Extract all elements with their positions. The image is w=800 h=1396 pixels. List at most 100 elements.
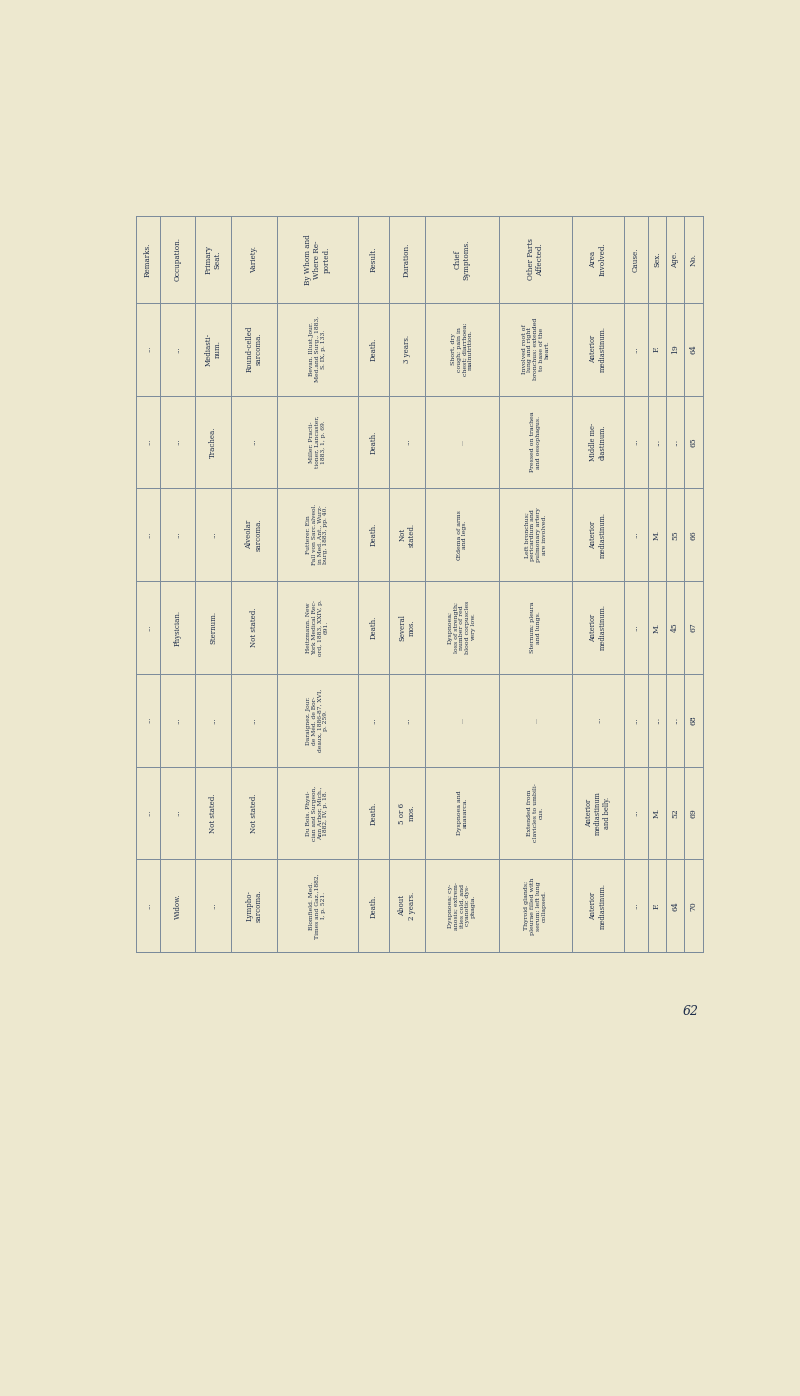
Text: ...: ... [632,346,640,353]
Text: F.: F. [653,346,661,352]
Text: ...: ... [250,718,258,723]
Text: Left bronchus;
pericardium and
pulmonary artery
are involved.: Left bronchus; pericardium and pulmonary… [525,507,547,563]
Text: Several
mos.: Several mos. [398,614,416,641]
Text: Anterior
mediastinum.: Anterior mediastinum. [590,327,606,373]
Text: Middle me-
diastinum.: Middle me- diastinum. [590,423,606,461]
Text: Futterer. Ein
Fall von Sarc.alveol.
in Med. Ant., Wurz-
burg, 1883, pp. 40.: Futterer. Ein Fall von Sarc.alveol. in M… [306,504,329,565]
Text: Result.: Result. [370,247,378,272]
Text: Death.: Death. [370,524,378,546]
Text: About
2 years.: About 2 years. [398,892,416,920]
Text: ...: ... [144,903,152,909]
Text: Daraignez. Jour.
de Méd. de Bor-
deaux, 1886-87, XVI,
p. 259.: Daraignez. Jour. de Méd. de Bor- deaux, … [306,688,329,752]
Text: ...: ... [209,532,217,537]
Text: ...: ... [632,810,640,817]
Text: Not stated.: Not stated. [250,793,258,833]
Text: 5 or 6
mos.: 5 or 6 mos. [398,803,416,824]
Text: Anterior
mediastinum.: Anterior mediastinum. [590,604,606,651]
Text: Variety.: Variety. [250,246,258,272]
Text: M.: M. [653,529,661,540]
Text: ...: ... [144,718,152,723]
Text: ...: ... [174,346,182,353]
Text: ...: ... [144,438,152,445]
Text: Not
stated.: Not stated. [398,522,416,547]
Text: Chief
Symptoms.: Chief Symptoms. [454,239,470,279]
Text: ...: ... [459,718,465,723]
Text: Anterior
mediastinum.: Anterior mediastinum. [590,882,606,928]
Text: 69: 69 [690,808,698,818]
Text: 70: 70 [690,900,698,910]
Text: ...: ... [209,718,217,723]
Text: Miller. Practi-
tioner, Lancaster,
1883, 1, p. 69.: Miller. Practi- tioner, Lancaster, 1883,… [309,416,326,468]
Text: ...: ... [403,718,411,723]
Text: ...: ... [144,810,152,817]
Text: ...: ... [370,718,378,723]
Text: ...: ... [632,718,640,723]
Text: M.: M. [653,808,661,818]
Text: Dyspnoea;
loss of strength;
number of red
blood corpuscles
very low.: Dyspnoea; loss of strength; number of re… [448,600,476,655]
Text: Sternum.: Sternum. [209,611,217,644]
Text: Sternum; pleura
and lungs.: Sternum; pleura and lungs. [530,602,541,653]
Text: F.: F. [653,903,661,909]
Text: ...: ... [209,902,217,909]
Text: Occupation.: Occupation. [174,237,182,282]
Text: 3 years.: 3 years. [403,335,411,363]
Text: Cause.: Cause. [632,247,640,272]
Text: Blomfield. Med.
Times and Gaz.,1882,
I, p. 521.: Blomfield. Med. Times and Gaz.,1882, I, … [309,872,326,938]
Text: Alveolar
sarcoma.: Alveolar sarcoma. [245,518,262,551]
Text: ...: ... [653,716,661,725]
Text: M.: M. [653,623,661,632]
Text: ...: ... [174,438,182,445]
Text: Short, dry
cough; pain in
chest; diarrhoea;
malnutrition.: Short, dry cough; pain in chest; diarrho… [450,322,473,376]
Text: Mediasti-
num.: Mediasti- num. [205,332,222,366]
Text: ...: ... [632,532,640,537]
Text: Pressed on trachea
and oesophagus.: Pressed on trachea and oesophagus. [530,412,541,472]
Text: ...: ... [174,532,182,537]
Text: Anterior
mediastinum.: Anterior mediastinum. [590,512,606,558]
Text: ...: ... [250,438,258,445]
Text: ...: ... [144,346,152,352]
Text: Not stated.: Not stated. [209,793,217,833]
Text: 52: 52 [671,808,679,818]
Text: Dyspnoea; cy-
anosis; extrem-
ities cold, and
cyanotic dys-
phagia.: Dyspnoea; cy- anosis; extrem- ities cold… [448,882,476,930]
Text: ...: ... [533,718,538,723]
Text: Heitzmann. New
York Medical Rec-
ord, 1883, XXIV, p.
691.: Heitzmann. New York Medical Rec- ord, 18… [306,599,329,656]
Text: Involved root of
lung and right
bronchus; extended
to base of the
heart.: Involved root of lung and right bronchus… [522,318,550,380]
Text: 66: 66 [690,530,698,540]
Text: ...: ... [594,718,602,723]
Text: Thyroid glands;
pleurae filled with
serum; left lung
collapsed.: Thyroid glands; pleurae filled with seru… [525,877,547,934]
Text: ...: ... [632,438,640,445]
Text: ...: ... [174,718,182,723]
Text: Death.: Death. [370,801,378,825]
Text: Trachea.: Trachea. [209,426,217,458]
Text: ...: ... [632,624,640,631]
Text: Not stated.: Not stated. [250,607,258,648]
Text: Death.: Death. [370,893,378,917]
Text: Primary
Seat.: Primary Seat. [205,244,222,274]
Text: Age.: Age. [671,251,679,268]
Text: Death.: Death. [370,616,378,639]
Text: 64: 64 [690,345,698,355]
Text: Other Parts
Affected.: Other Parts Affected. [527,239,544,281]
Text: 65: 65 [690,437,698,447]
Text: Death.: Death. [370,430,378,454]
Text: Duration.: Duration. [403,242,411,276]
Text: 68: 68 [690,715,698,725]
Text: Œdema of arms
and legs.: Œdema of arms and legs. [457,510,467,560]
Text: Round-celled
sarcoma.: Round-celled sarcoma. [245,327,262,373]
Text: 62: 62 [682,1005,698,1018]
Text: ...: ... [459,438,465,445]
Text: Dyspnoea and
anasarca.: Dyspnoea and anasarca. [457,790,467,835]
Text: ...: ... [671,438,679,445]
Text: Bevan. Illust.Jour.
Med.and Surg., 1883,
S. IX, p. 133.: Bevan. Illust.Jour. Med.and Surg., 1883,… [309,315,326,383]
Text: ...: ... [144,624,152,631]
Text: Death.: Death. [370,338,378,360]
Text: Area
Involved.: Area Involved. [590,243,606,276]
Text: 64: 64 [671,900,679,910]
Text: ...: ... [671,716,679,725]
Text: ...: ... [653,438,661,445]
Text: Remarks.: Remarks. [144,242,152,276]
Text: 19: 19 [671,345,679,355]
Text: ...: ... [403,438,411,445]
Text: ...: ... [632,902,640,909]
Text: ...: ... [144,532,152,537]
